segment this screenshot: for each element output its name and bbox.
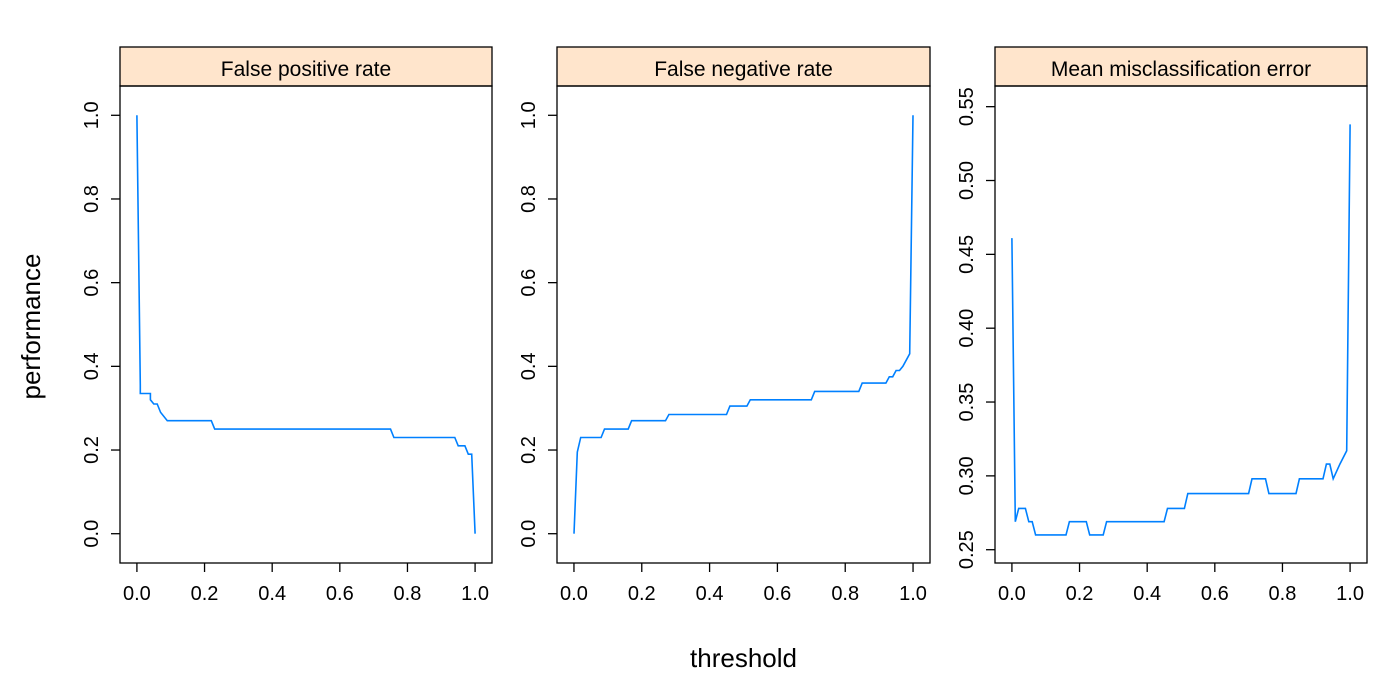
y-tick-label: 0.0 bbox=[518, 520, 540, 548]
y-tick-label: 0.50 bbox=[956, 161, 978, 200]
series-line bbox=[1011, 124, 1351, 536]
y-tick-label: 1.0 bbox=[518, 101, 540, 129]
x-tick-label: 0.8 bbox=[394, 583, 422, 605]
plot-frame bbox=[556, 85, 931, 564]
y-tick-label: 0.4 bbox=[518, 352, 540, 380]
y-tick-label: 0.6 bbox=[81, 269, 103, 297]
panel-title: False negative rate bbox=[654, 58, 833, 81]
y-tick-label: 0.45 bbox=[956, 235, 978, 274]
panel-strip bbox=[556, 46, 931, 87]
y-tick-label: 0.35 bbox=[956, 383, 978, 422]
x-tick-label: 1.0 bbox=[461, 583, 489, 605]
y-tick-label: 1.0 bbox=[81, 101, 103, 129]
x-tick-label: 0.8 bbox=[1269, 583, 1297, 605]
x-tick-label: 0.2 bbox=[1066, 583, 1094, 605]
x-tick-label: 0.0 bbox=[998, 583, 1026, 605]
y-tick-label: 0.55 bbox=[956, 87, 978, 126]
series-line bbox=[136, 115, 476, 534]
panel-strip bbox=[119, 46, 493, 87]
y-tick-label: 0.0 bbox=[81, 520, 103, 548]
x-tick-label: 0.0 bbox=[123, 583, 151, 605]
panel-3: Mean misclassification error 0.0 0.2 0.4 0.6… bbox=[956, 46, 1368, 605]
x-tick-label: 0.6 bbox=[764, 583, 792, 605]
y-tick-label: 0.25 bbox=[956, 530, 978, 569]
x-tick-label: 0.4 bbox=[1133, 583, 1161, 605]
x-tick-label: 0.2 bbox=[628, 583, 656, 605]
x-tick-label: 1.0 bbox=[899, 583, 927, 605]
y-tick-label: 0.8 bbox=[81, 185, 103, 213]
y-tick-label: 0.2 bbox=[518, 436, 540, 464]
x-tick-label: 0.2 bbox=[191, 583, 219, 605]
y-tick-label: 0.6 bbox=[518, 269, 540, 297]
plot-frame bbox=[994, 85, 1368, 564]
panel-2: False negative rate 0.0 0.2 0.4 0.6 0.8 1.0 0.0… bbox=[518, 46, 931, 605]
panel-title: False positive rate bbox=[221, 58, 391, 81]
panel-title: Mean misclassification error bbox=[1051, 58, 1311, 81]
x-tick-label: 0.6 bbox=[1201, 583, 1229, 605]
y-tick-label: 0.40 bbox=[956, 309, 978, 348]
y-axis-title: performance bbox=[16, 254, 46, 400]
x-tick-label: 0.8 bbox=[831, 583, 859, 605]
y-tick-label: 0.30 bbox=[956, 456, 978, 495]
chart-panels: False positive rate 0.0 0.2 0.4 0.6 0.8 1.0 0.0… bbox=[81, 46, 1368, 605]
x-tick-label: 0.6 bbox=[326, 583, 354, 605]
x-tick-label: 0.4 bbox=[696, 583, 724, 605]
y-tick-label: 0.8 bbox=[518, 185, 540, 213]
panel-1: False positive rate 0.0 0.2 0.4 0.6 0.8 1.0 0.0… bbox=[81, 46, 493, 605]
x-tick-label: 0.0 bbox=[560, 583, 588, 605]
y-tick-label: 0.4 bbox=[81, 352, 103, 380]
series-line bbox=[573, 115, 914, 534]
x-tick-label: 1.0 bbox=[1336, 583, 1364, 605]
panel-strip bbox=[994, 46, 1368, 87]
x-axis-title: threshold bbox=[690, 643, 797, 673]
y-tick-label: 0.2 bbox=[81, 436, 103, 464]
x-tick-label: 0.4 bbox=[258, 583, 286, 605]
plot-frame bbox=[119, 85, 493, 564]
